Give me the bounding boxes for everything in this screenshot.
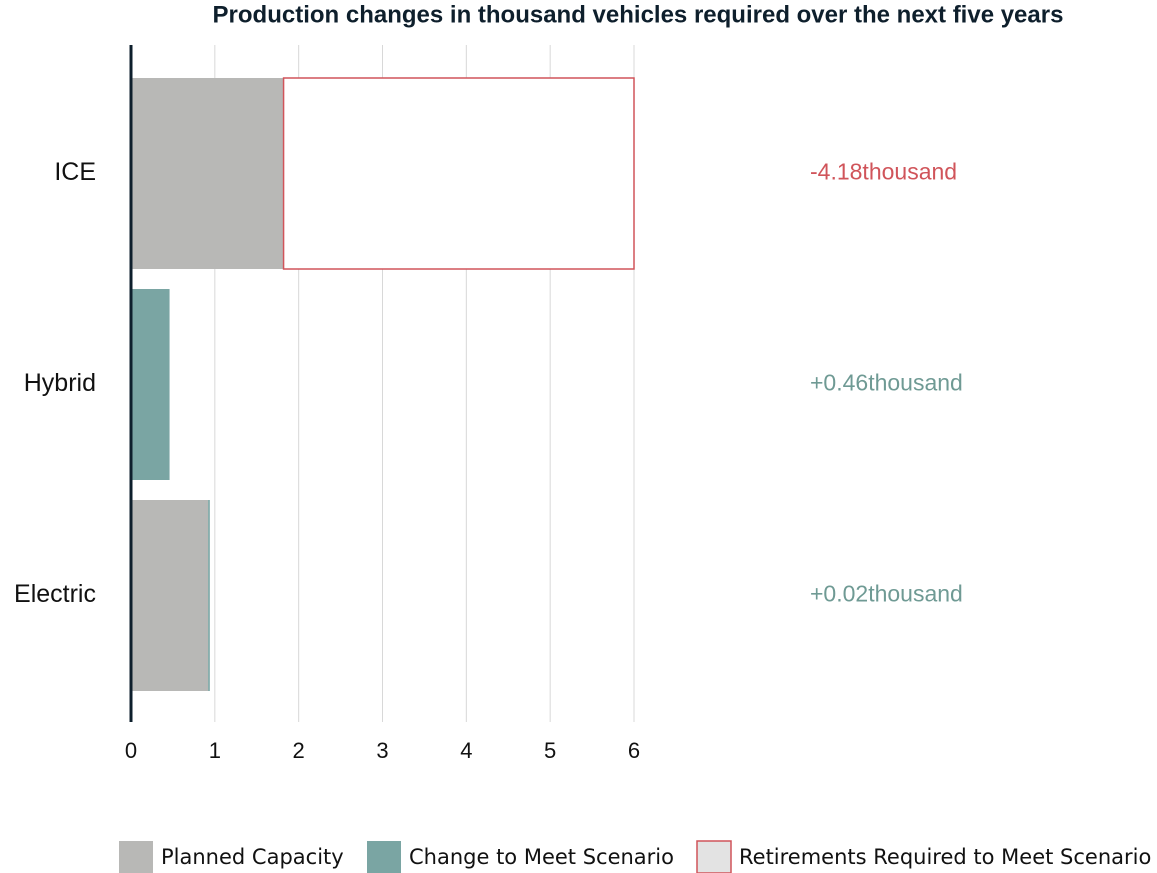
y-tick-label: Hybrid (24, 369, 96, 397)
bar-segment (131, 289, 170, 480)
legend-swatch (367, 841, 401, 873)
x-tick-label: 2 (293, 738, 305, 763)
legend-swatch (119, 841, 153, 873)
x-tick-label: 3 (376, 738, 388, 763)
legend-label: Change to Meet Scenario (409, 845, 674, 869)
annotation: +0.02thousand (810, 581, 963, 607)
x-tick-label: 1 (209, 738, 221, 763)
bar-segment (131, 78, 284, 269)
bar-segment (282, 77, 635, 270)
legend-label: Planned Capacity (161, 845, 344, 869)
x-tick-label: 4 (460, 738, 472, 763)
bar-segment (131, 500, 209, 691)
legend-swatch (696, 840, 732, 873)
bar-segment (208, 500, 210, 691)
y-tick-label: ICE (54, 158, 96, 186)
legend-label: Retirements Required to Meet Scenario (739, 845, 1151, 869)
x-tick-label: 0 (125, 738, 137, 763)
annotation: -4.18thousand (810, 159, 957, 185)
annotation: +0.46thousand (810, 370, 963, 396)
x-tick-label: 6 (628, 738, 640, 763)
x-tick-label: 5 (544, 738, 556, 763)
y-tick-label: Electric (14, 580, 96, 608)
chart-title: Production changes in thousand vehicles … (213, 1, 1064, 28)
